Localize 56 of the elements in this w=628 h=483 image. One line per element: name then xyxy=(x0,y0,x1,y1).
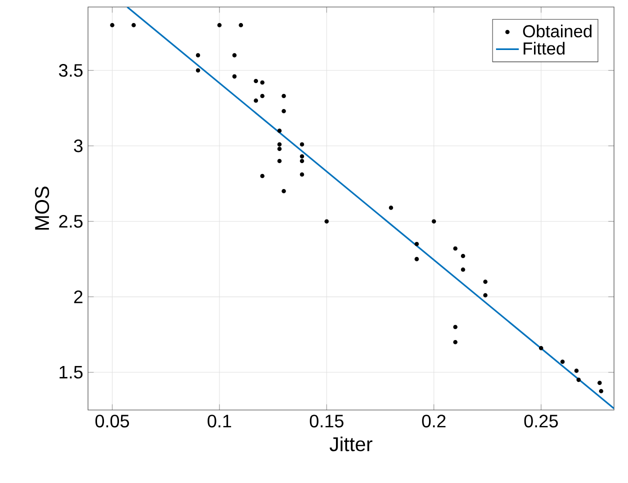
x-tick-label: 0.2 xyxy=(422,414,446,428)
point xyxy=(599,389,604,394)
point xyxy=(282,109,286,114)
point xyxy=(460,267,466,272)
point xyxy=(232,74,237,79)
y-tick-label: 2 xyxy=(74,290,82,304)
point xyxy=(196,53,200,58)
point xyxy=(300,154,304,159)
x-axis-title: Jitter xyxy=(330,436,372,452)
point xyxy=(260,80,264,85)
point xyxy=(300,172,304,177)
x-tick-label: 0.15 xyxy=(310,414,344,428)
y-tick-label: 1.5 xyxy=(60,366,83,379)
point xyxy=(277,146,282,152)
point xyxy=(277,128,282,133)
point xyxy=(217,22,222,28)
point xyxy=(560,360,565,364)
point xyxy=(277,158,282,164)
x-tick-label: 0.05 xyxy=(95,414,129,428)
y-tick-label: 3.5 xyxy=(58,64,83,77)
point xyxy=(576,378,581,382)
point xyxy=(300,142,304,146)
point xyxy=(260,94,264,98)
point xyxy=(324,219,329,224)
point xyxy=(598,380,602,385)
point xyxy=(282,94,286,98)
point xyxy=(232,53,237,58)
point xyxy=(254,78,258,84)
point xyxy=(453,246,458,251)
point xyxy=(432,219,436,224)
point xyxy=(460,254,466,258)
point xyxy=(196,68,200,73)
y-axis-title: MOS xyxy=(34,186,50,230)
point xyxy=(282,189,286,194)
point xyxy=(538,346,544,350)
x-tick-label: 0.1 xyxy=(208,414,232,428)
point xyxy=(388,206,394,210)
point xyxy=(238,22,244,28)
legend-label: Obtained xyxy=(523,24,592,38)
x-tick-label: 0.25 xyxy=(524,414,558,428)
point xyxy=(132,22,136,28)
y-tick-label: 2.5 xyxy=(59,214,83,228)
legend-label: Fitted xyxy=(524,42,565,55)
point xyxy=(110,22,114,28)
point xyxy=(453,324,458,330)
point xyxy=(414,256,419,262)
y-tick-label: 3 xyxy=(74,139,83,152)
point xyxy=(260,174,264,178)
point xyxy=(414,242,419,246)
point xyxy=(254,98,258,103)
point xyxy=(483,293,488,298)
point xyxy=(300,158,304,164)
point xyxy=(453,340,458,344)
point xyxy=(483,280,488,284)
point xyxy=(277,142,282,146)
point xyxy=(574,368,579,373)
